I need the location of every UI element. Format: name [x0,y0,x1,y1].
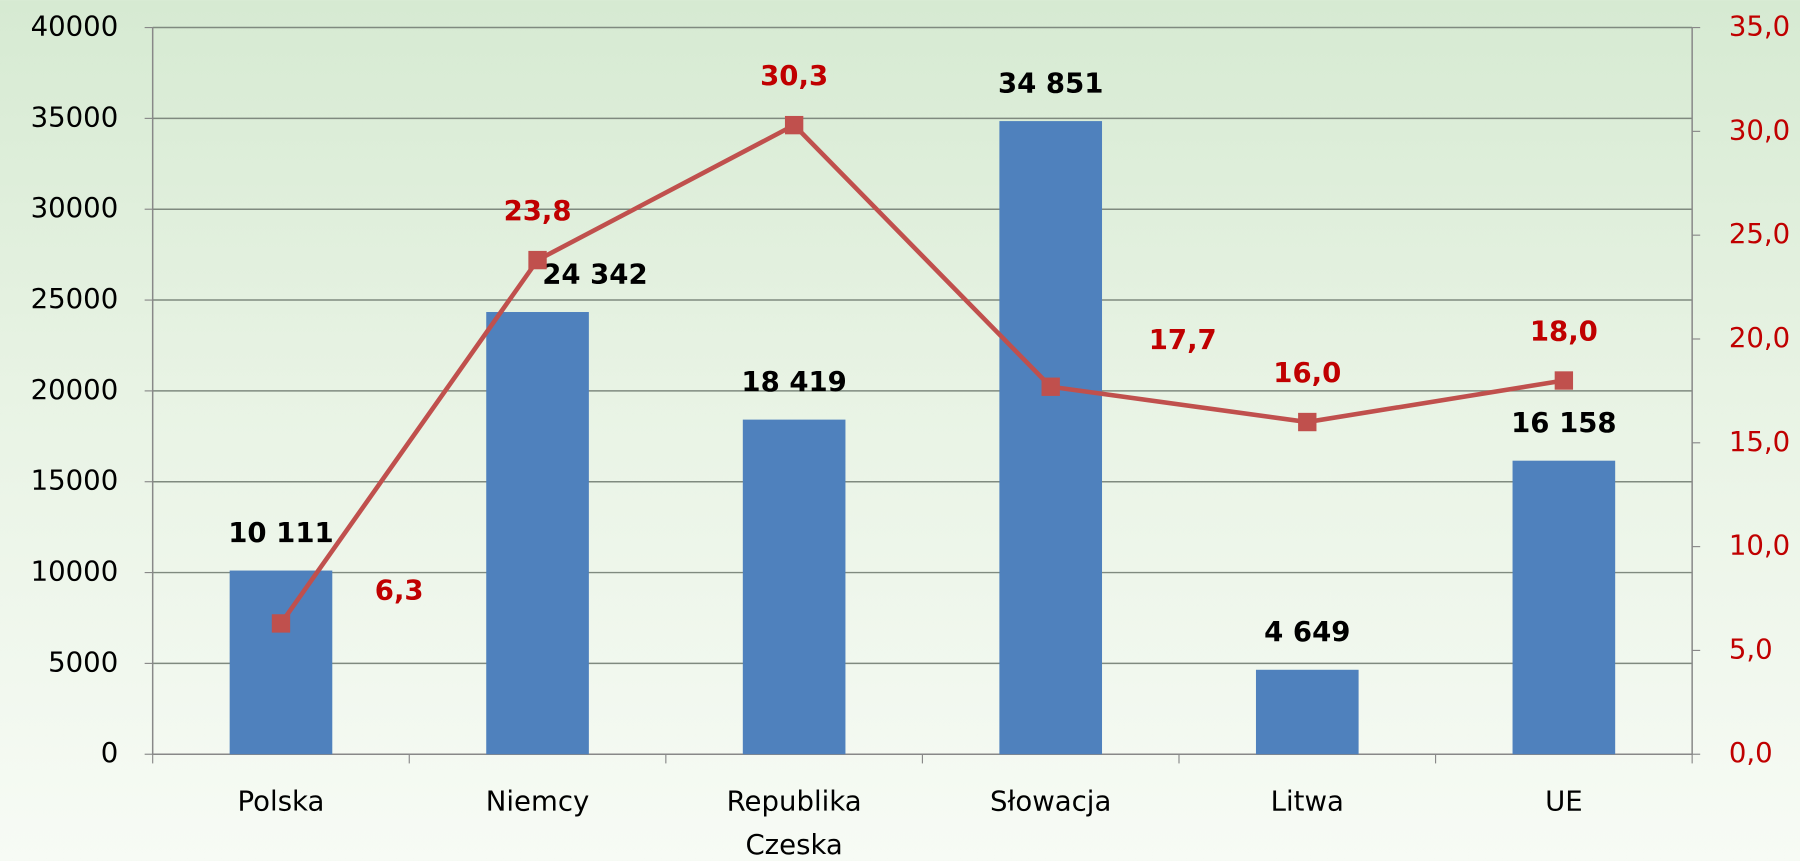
line [279,122,1565,625]
line-marker [528,250,547,270]
line-marker [1554,371,1574,390]
bar-value-label: 4 649 [1264,616,1350,648]
y2-tick-label: 35,0 [1729,11,1790,43]
y-tick-label: 15000 [31,465,119,497]
y2-tick-label: 25,0 [1729,218,1790,250]
y-tick-label: 20000 [31,374,119,406]
y2-tick-label: 5,0 [1729,633,1773,665]
bar [1512,460,1616,755]
x-tick-label: Republika Czeska [726,785,862,861]
y2-tick-label: 15,0 [1729,426,1790,458]
y-tick-label: 10000 [31,556,119,588]
x-tick-label: Polska [237,785,325,818]
y-tick-label: 40000 [31,11,119,43]
bar [229,570,333,755]
bar-value-label: 16 158 [1511,407,1616,439]
bar [486,312,589,755]
line-marker [1041,377,1060,396]
y-tick-label: 25000 [31,283,119,315]
line-value-label: 16,0 [1273,357,1341,389]
line-marker [1298,412,1317,432]
x-tick-label: UE [1545,785,1583,818]
x-tick-label: Litwa [1270,785,1344,818]
x-tick-label: Niemcy [485,785,590,818]
y2-tick-label: 10,0 [1729,530,1790,562]
y2-tick-label: 20,0 [1729,322,1790,354]
y-tick-label: 5000 [48,646,118,678]
line-value-label: 6,3 [375,574,424,606]
y2-tick-label: 0,0 [1729,737,1773,769]
bar-value-label: 34 851 [998,67,1103,99]
bar-value-label: 24 342 [542,258,647,290]
line-value-label: 23,8 [504,195,572,227]
x-tick-label: Słowacja [990,785,1112,818]
line-value-label: 18,0 [1530,315,1598,347]
line-marker [271,614,291,633]
line-value-label: 17,7 [1149,324,1217,356]
line-marker [784,115,804,135]
line-value-label: 30,3 [760,60,828,92]
y-tick-label: 35000 [31,101,119,133]
bar [1255,669,1359,755]
bar [742,419,846,755]
bar [999,121,1103,755]
y-tick-label: 0 [101,737,119,769]
y2-tick-label: 30,0 [1729,114,1790,146]
y-tick-label: 30000 [31,192,119,224]
bar-value-label: 18 419 [741,366,846,398]
bar-value-label: 10 111 [228,517,333,549]
